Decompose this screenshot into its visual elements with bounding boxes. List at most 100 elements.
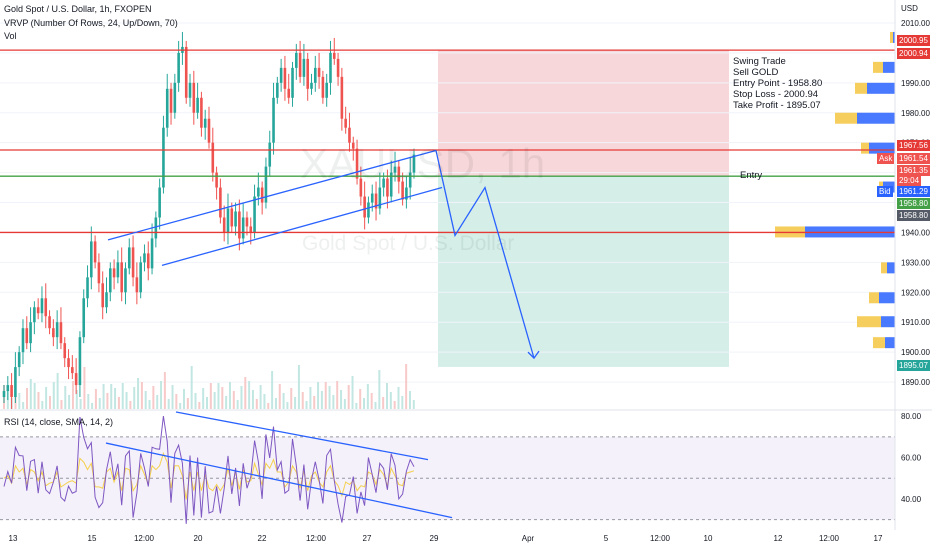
drawings[interactable] [0, 49, 895, 360]
candle [71, 367, 74, 374]
volume-bar [232, 391, 235, 409]
candle [295, 52, 298, 68]
candle [158, 187, 161, 218]
candle [93, 241, 97, 263]
volume-bar [255, 399, 258, 409]
volume-bar [317, 382, 320, 409]
volume-bar [179, 403, 182, 409]
rsi-legend[interactable]: RSI (14, close, SMA, 14, 2) [4, 417, 114, 427]
candle [67, 358, 70, 368]
volume-bar [225, 396, 228, 409]
candle [29, 322, 32, 344]
note-line: Take Profit - 1895.07 [733, 100, 821, 111]
symbol-watermark-sub: Gold Spot / U.S. Dollar [302, 232, 515, 255]
volume-bar [117, 397, 120, 409]
candle [412, 154, 416, 173]
candle [48, 316, 51, 329]
volume-bar [251, 390, 254, 409]
profile-sell-bar [879, 292, 895, 304]
vol-legend[interactable]: Vol [4, 31, 17, 41]
volume-bar [336, 381, 339, 409]
candle [154, 217, 158, 239]
profile-buy-bar [873, 337, 885, 349]
volume-bar [48, 396, 51, 409]
candle [241, 217, 245, 239]
rsi-tick-label: 40.00 [901, 495, 922, 504]
countdown-badge: 29:04 [897, 175, 922, 186]
candle [17, 352, 21, 368]
volume-bar [228, 382, 231, 409]
price-tick-label: 1990.00 [901, 79, 930, 88]
candle [63, 343, 67, 359]
volume-bar [221, 387, 224, 409]
candle [108, 268, 112, 293]
position-zones [438, 50, 729, 367]
volume-bar [240, 386, 243, 409]
candle [105, 292, 108, 308]
time-axis[interactable]: 13 15 12:00 20 22 12:00 27 29 Apr 5 12:00 10 12 12:00… [9, 534, 883, 543]
volume-bar [22, 402, 25, 409]
candle [355, 148, 359, 179]
candle [82, 298, 86, 338]
vrvp-legend[interactable]: VRVP (Number Of Rows, 24, Up/Down, 70) [4, 18, 178, 28]
volume-bar [25, 388, 28, 409]
volume-bar [190, 366, 193, 409]
trade-note[interactable]: Swing Trade Sell GOLD Entry Point - 1958… [733, 56, 822, 111]
price-tick-label: 1940.00 [901, 228, 930, 237]
note-line: Stop Loss - 2000.94 [733, 89, 819, 100]
candles [2, 31, 416, 409]
candle [401, 181, 404, 200]
candle [253, 196, 256, 233]
candle [6, 385, 10, 392]
projection-arrowhead [527, 350, 540, 360]
candle [344, 118, 347, 128]
volume-bar [79, 399, 82, 409]
volume-bar [401, 396, 404, 409]
candle [245, 217, 249, 227]
time-tick-label: 12:00 [819, 534, 840, 543]
candle [143, 253, 146, 263]
volume-bar [129, 401, 132, 409]
price-tick-label: 2010.00 [901, 19, 930, 28]
candle [291, 67, 294, 98]
profile-buy-bar [835, 112, 857, 124]
profile-buy-bar [881, 262, 887, 274]
candle [382, 178, 385, 188]
price-tick-label: 1900.00 [901, 348, 930, 357]
symbol-title[interactable]: Gold Spot / U.S. Dollar, 1h, FXOPEN [4, 4, 152, 14]
candle [52, 328, 55, 338]
candle [211, 142, 215, 173]
volume-bar [171, 385, 174, 409]
profile-sell-bar [857, 112, 895, 124]
price-badge: 1895.07 [897, 360, 930, 371]
candle [386, 178, 389, 197]
volume-bar [294, 397, 297, 409]
time-tick-label: 22 [258, 534, 267, 543]
candle [59, 322, 63, 344]
candle [268, 142, 272, 167]
candle [177, 52, 180, 83]
volume-bar [248, 381, 251, 409]
candle [306, 58, 310, 89]
profile-sell-bar [867, 82, 895, 94]
symbol-watermark: XAUUSD, 1h [300, 140, 546, 187]
volume-bar [244, 377, 247, 409]
volume-bar [305, 401, 308, 409]
candle [150, 238, 154, 269]
volume-bar [355, 403, 358, 409]
candle [264, 166, 268, 203]
volume-bar [271, 371, 274, 409]
volume-bar [278, 384, 281, 409]
candle [169, 88, 173, 113]
candle [283, 67, 287, 89]
volume-bar [94, 389, 97, 409]
candle [238, 211, 241, 239]
volume-bar [343, 399, 346, 409]
volume-bar [217, 383, 220, 409]
candle [120, 262, 123, 293]
candle [249, 226, 253, 233]
volume-bar [397, 387, 400, 409]
candle [359, 178, 363, 197]
candle [200, 97, 203, 128]
